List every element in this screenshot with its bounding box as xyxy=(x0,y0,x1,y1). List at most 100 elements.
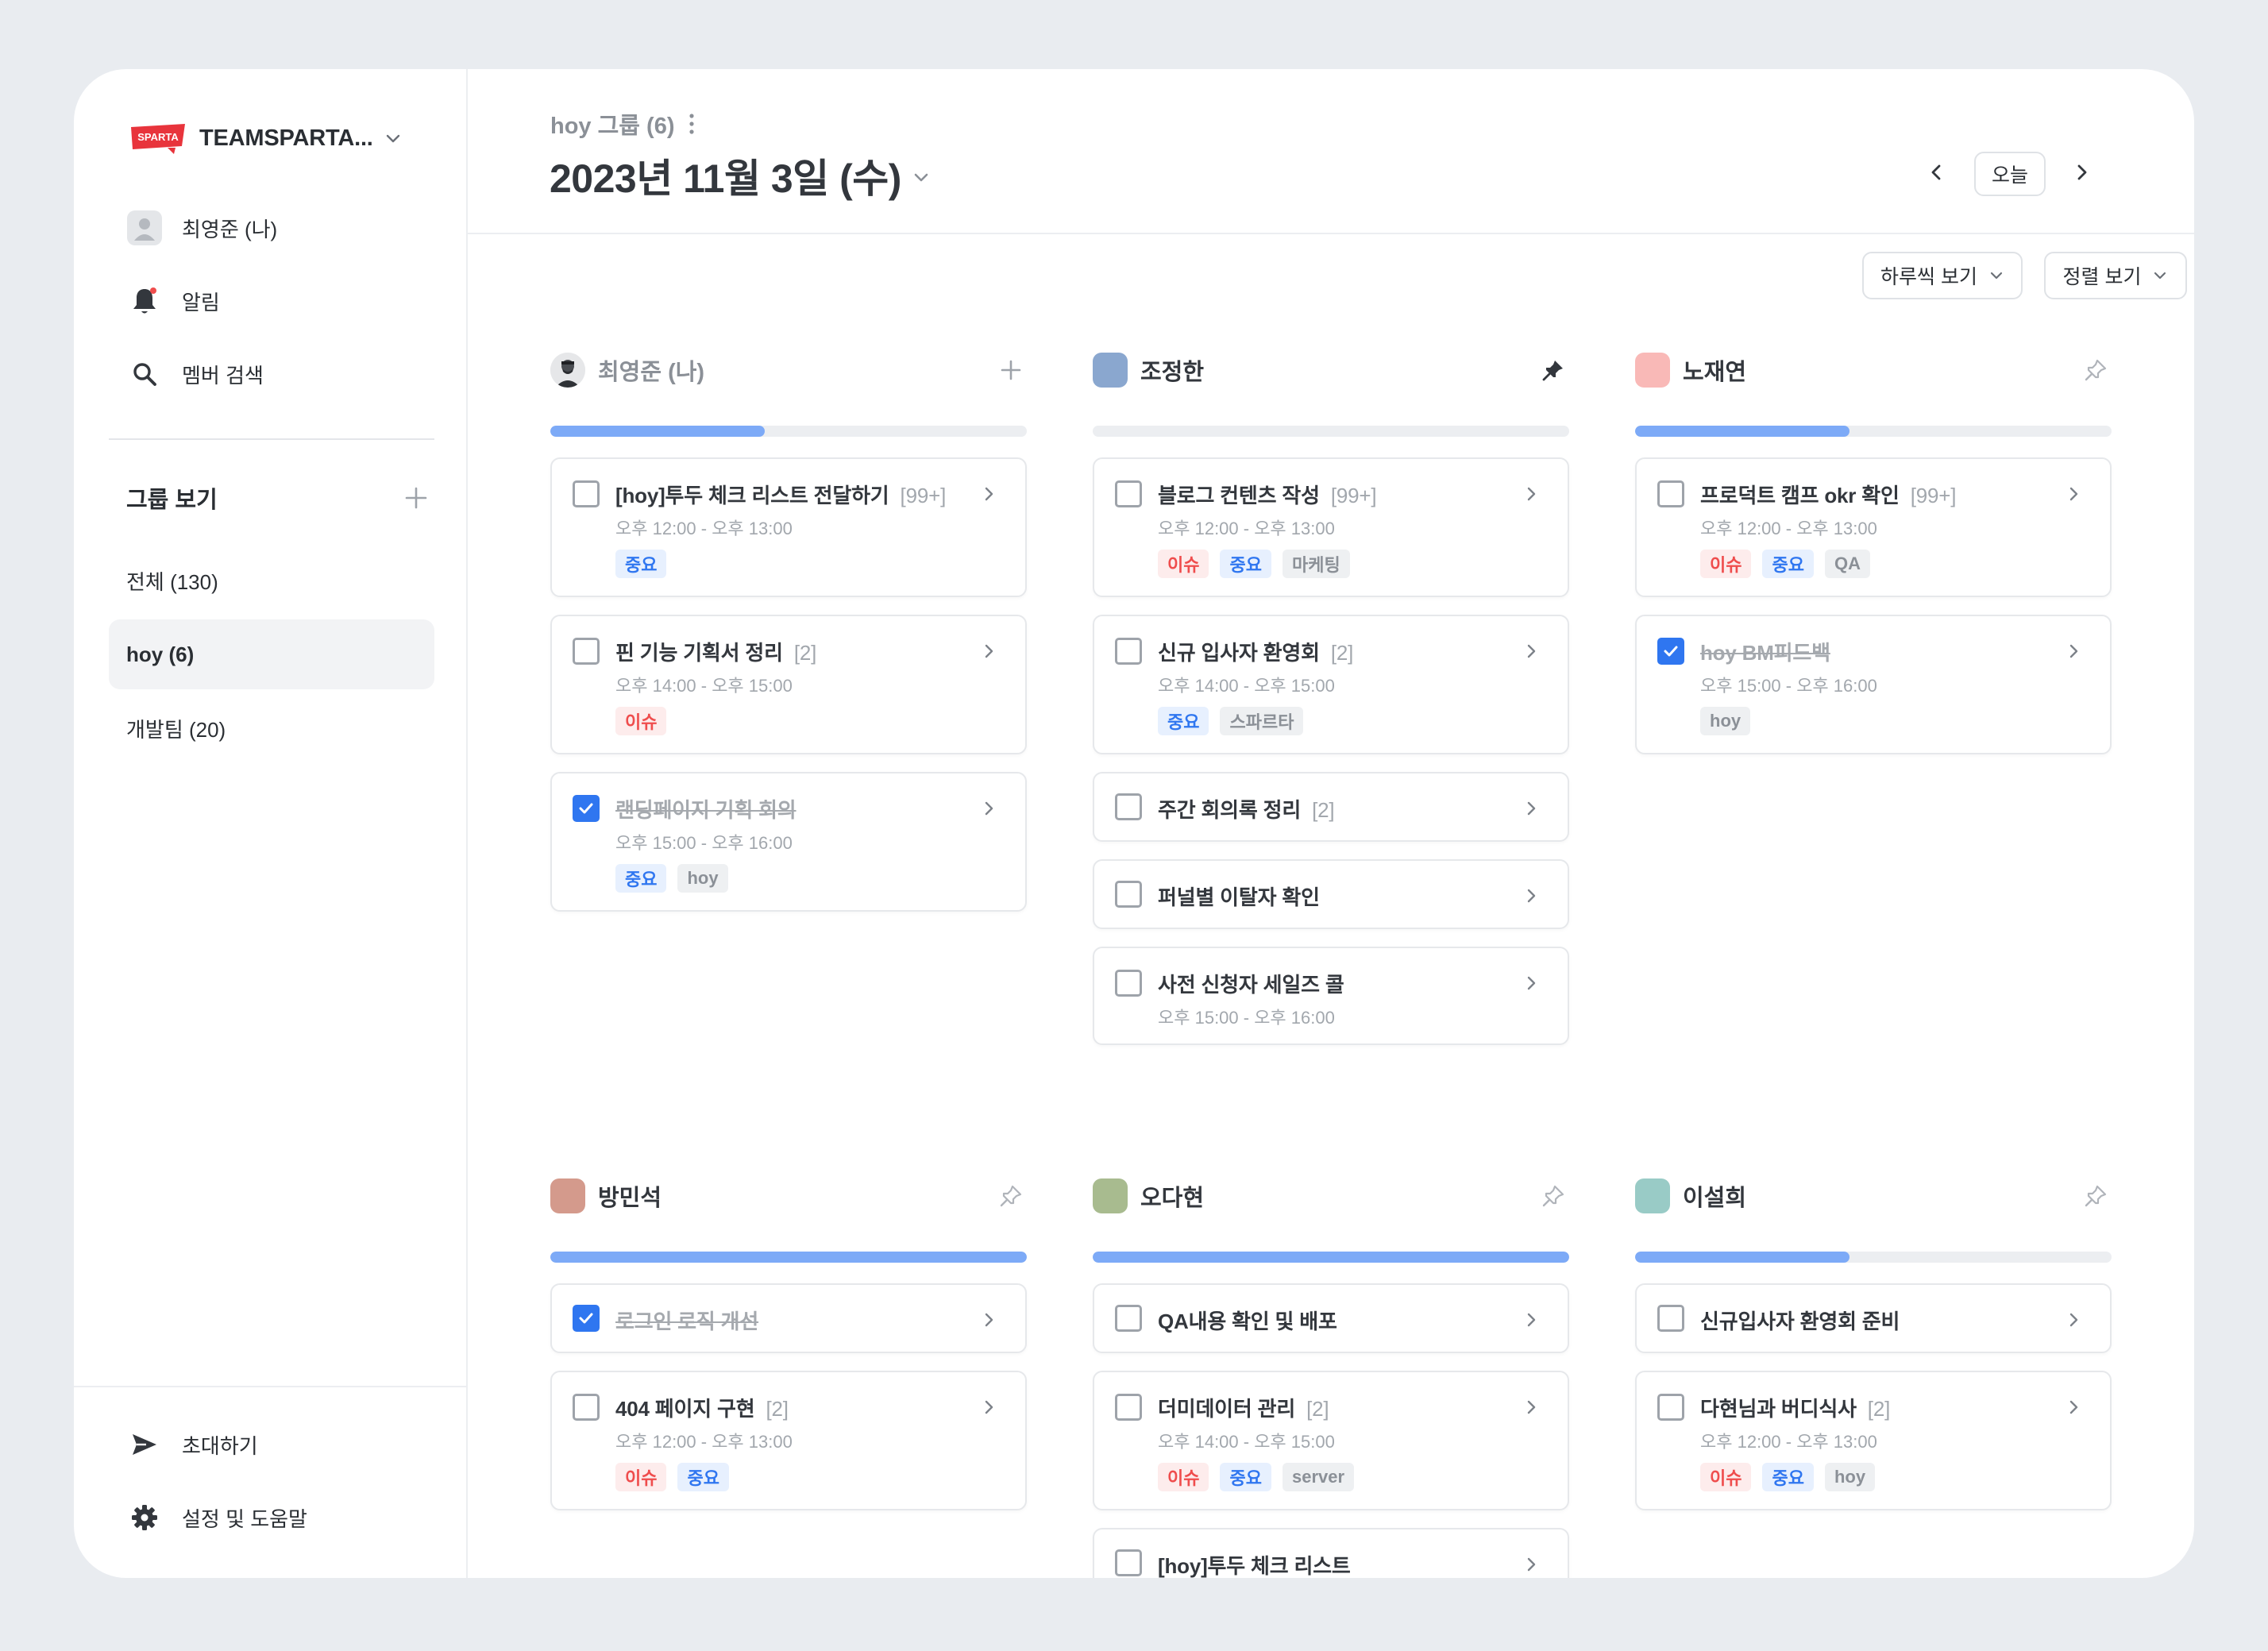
task-card[interactable]: 랜딩페이지 기획 회의 오후 15:00 - 오후 16:00 중요 hoy xyxy=(550,772,1027,912)
open-task-button[interactable] xyxy=(2064,484,2083,503)
open-task-button[interactable] xyxy=(1522,1555,1541,1574)
open-task-button[interactable] xyxy=(979,799,998,818)
task-card[interactable]: 주간 회의록 정리 [2] xyxy=(1093,772,1569,842)
open-task-button[interactable] xyxy=(979,484,998,503)
next-day-button[interactable] xyxy=(2066,156,2097,188)
pin-button[interactable] xyxy=(2080,1180,2112,1212)
task-checkbox[interactable] xyxy=(573,638,600,665)
task-checkbox[interactable] xyxy=(1115,1549,1142,1576)
progress-fill xyxy=(550,426,765,437)
task-title-text: 404 페이지 구현 xyxy=(615,1397,755,1421)
task-card[interactable]: 더미데이터 관리 [2] 오후 14:00 - 오후 15:00 이슈 중요 server xyxy=(1093,1371,1569,1510)
task-title: 404 페이지 구현 [2] xyxy=(615,1393,789,1422)
sidebar-item-alerts[interactable]: 알림 xyxy=(126,277,428,325)
task-checkbox[interactable] xyxy=(573,1305,600,1332)
sidebar-item-invite[interactable]: 초대하기 xyxy=(126,1421,428,1468)
task-checkbox[interactable] xyxy=(1657,1394,1684,1421)
open-task-button[interactable] xyxy=(1522,974,1541,993)
task-card[interactable]: [hoy]투두 체크 리스트 전달하기 [99+] 오후 12:00 - 오후 13… xyxy=(550,457,1027,597)
task-checkbox[interactable] xyxy=(1115,881,1142,908)
task-card[interactable]: [hoy]투두 체크 리스트 xyxy=(1093,1528,1569,1578)
progress-fill xyxy=(1093,1252,1569,1263)
sort-dropdown[interactable]: 정렬 보기 xyxy=(2044,252,2187,299)
member-avatar xyxy=(550,353,585,388)
task-checkbox[interactable] xyxy=(1115,1394,1142,1421)
task-card[interactable]: 신규입사자 환영회 준비 xyxy=(1635,1283,2112,1353)
task-checkbox[interactable] xyxy=(1115,793,1142,820)
open-task-button[interactable] xyxy=(979,1310,998,1329)
open-task-button[interactable] xyxy=(1522,642,1541,661)
chevron-right-icon xyxy=(1527,976,1536,990)
open-task-button[interactable] xyxy=(1522,799,1541,818)
task-card[interactable]: 사전 신청자 세일즈 콜 오후 15:00 - 오후 16:00 xyxy=(1093,947,1569,1045)
pin-button[interactable] xyxy=(1537,1180,1569,1212)
task-checkbox[interactable] xyxy=(1657,480,1684,507)
task-title-text: QA내용 확인 및 배포 xyxy=(1158,1310,1337,1333)
task-tags: 중요 xyxy=(615,550,667,578)
add-task-button[interactable] xyxy=(995,354,1027,386)
sidebar-item-me[interactable]: 최영준 (나) xyxy=(126,204,428,252)
task-comment-count: [2] xyxy=(1306,1397,1329,1421)
pin-button[interactable] xyxy=(995,1180,1027,1212)
group-item-all[interactable]: 전체 (130) xyxy=(109,546,434,615)
open-task-button[interactable] xyxy=(1522,886,1541,905)
open-task-button[interactable] xyxy=(1522,1310,1541,1329)
sidebar-item-settings[interactable]: 설정 및 도움말 xyxy=(126,1494,428,1541)
add-group-icon[interactable] xyxy=(404,486,428,510)
column-header: 이설희 xyxy=(1635,1177,2112,1215)
open-task-button[interactable] xyxy=(2064,1398,2083,1417)
task-card[interactable]: 퍼널별 이탈자 확인 xyxy=(1093,859,1569,929)
task-title-text: hoy BM피드백 xyxy=(1700,641,1830,665)
task-card[interactable]: 다현님과 버디식사 [2] 오후 12:00 - 오후 13:00 이슈 중요 hoy xyxy=(1635,1371,2112,1510)
member-column: 방민석 로그인 로직 개선 404 페이지 구현 [2] 오후 12:00 - 오후 1… xyxy=(550,1177,1027,1578)
open-task-button[interactable] xyxy=(1522,1398,1541,1417)
current-group-label: hoy 그룹 (6) xyxy=(550,107,695,141)
column-header: 최영준 (나) xyxy=(550,351,1027,389)
task-card[interactable]: QA내용 확인 및 배포 xyxy=(1093,1283,1569,1353)
view-mode-dropdown[interactable]: 하루씩 보기 xyxy=(1862,252,2023,299)
task-checkbox[interactable] xyxy=(573,795,600,822)
workspace-switcher[interactable]: SPARTA TEAMSPARTA... xyxy=(126,114,420,163)
open-task-button[interactable] xyxy=(2064,1310,2083,1329)
task-checkbox[interactable] xyxy=(1657,638,1684,665)
member-name: 이설희 xyxy=(1683,1186,1747,1211)
group-label-text: hoy 그룹 (6) xyxy=(550,114,675,139)
task-card[interactable]: 핀 기능 기획서 정리 [2] 오후 14:00 - 오후 15:00 이슈 xyxy=(550,615,1027,754)
task-time: 오후 12:00 - 오후 13:00 xyxy=(1700,519,1877,538)
task-checkbox[interactable] xyxy=(1115,1305,1142,1332)
prev-day-button[interactable] xyxy=(1921,156,1953,188)
task-card[interactable]: 프로덕트 캠프 okr 확인 [99+] 오후 12:00 - 오후 13:00 이슈… xyxy=(1635,457,2112,597)
task-card[interactable]: 404 페이지 구현 [2] 오후 12:00 - 오후 13:00 이슈 중요 xyxy=(550,1371,1027,1510)
task-checkbox[interactable] xyxy=(1115,970,1142,997)
open-task-button[interactable] xyxy=(2064,642,2083,661)
task-checkbox[interactable] xyxy=(1115,638,1142,665)
sparta-logo: SPARTA xyxy=(131,124,185,154)
open-task-button[interactable] xyxy=(979,642,998,661)
open-task-button[interactable] xyxy=(1522,484,1541,503)
task-card[interactable]: hoy BM피드백 오후 15:00 - 오후 16:00 hoy xyxy=(1635,615,2112,754)
task-time: 오후 14:00 - 오후 15:00 xyxy=(1158,1432,1335,1452)
task-title-text: 블로그 컨텐츠 작성 xyxy=(1158,484,1320,507)
task-checkbox[interactable] xyxy=(1115,480,1142,507)
task-checkbox[interactable] xyxy=(1657,1305,1684,1332)
task-checkbox[interactable] xyxy=(573,480,600,507)
task-card[interactable]: 로그인 로직 개선 xyxy=(550,1283,1027,1353)
task-card[interactable]: 블로그 컨텐츠 작성 [99+] 오후 12:00 - 오후 13:00 이슈 중요 마케… xyxy=(1093,457,1569,597)
tag-important: 중요 xyxy=(1220,550,1271,578)
pin-button[interactable] xyxy=(1537,354,1569,386)
progress-fill xyxy=(1635,1252,1850,1263)
task-checkbox[interactable] xyxy=(573,1394,600,1421)
sidebar-item-member-search[interactable]: 멤버 검색 xyxy=(126,350,428,398)
group-item-hoy[interactable]: hoy (6) xyxy=(109,619,434,689)
task-title-text: 신규 입사자 환영회 xyxy=(1158,641,1320,665)
task-card[interactable]: 신규 입사자 환영회 [2] 오후 14:00 - 오후 15:00 중요 스파르타 xyxy=(1093,615,1569,754)
task-title: [hoy]투두 체크 리스트 xyxy=(1158,1550,1351,1578)
date-selector[interactable]: 2023년 11월 3일 (수) xyxy=(550,147,932,204)
open-task-button[interactable] xyxy=(979,1398,998,1417)
progress-fill xyxy=(1635,426,1850,437)
more-vertical-icon[interactable] xyxy=(688,113,695,135)
group-item-dev-team[interactable]: 개발팀 (20) xyxy=(109,693,434,763)
task-time: 오후 12:00 - 오후 13:00 xyxy=(615,1432,793,1452)
today-button[interactable]: 오늘 xyxy=(1974,152,2046,196)
pin-button[interactable] xyxy=(2080,354,2112,386)
